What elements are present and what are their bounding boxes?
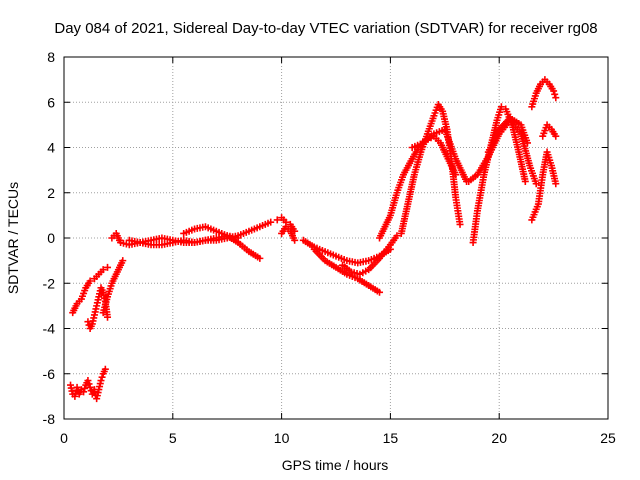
data-point — [552, 180, 560, 188]
data-point — [291, 236, 299, 244]
x-tick-label: 15 — [383, 430, 399, 446]
y-tick-label: 0 — [47, 230, 55, 246]
series-arc-3 — [69, 263, 112, 317]
x-tick-label: 0 — [60, 430, 68, 446]
data-point — [85, 380, 93, 388]
data-point — [273, 216, 281, 224]
data-point — [73, 383, 81, 391]
x-axis-label: GPS time / hours — [282, 457, 389, 473]
data-point — [84, 377, 92, 385]
data-point — [80, 388, 88, 396]
data-point — [393, 232, 401, 240]
series-arc-5 — [99, 257, 127, 317]
series-arc-1 — [67, 377, 98, 400]
y-tick-label: 4 — [47, 140, 55, 156]
axis-ticks: 0 5 10 15 20 25 -8 -6 -4 -2 0 2 4 6 8 — [43, 49, 616, 446]
data-point — [81, 384, 89, 392]
data-point — [552, 132, 560, 140]
data-point — [97, 377, 105, 385]
data-point — [101, 365, 109, 373]
data-points — [67, 76, 560, 403]
data-point — [86, 383, 94, 391]
series-arc-16 — [408, 125, 471, 185]
series-arc-14 — [376, 132, 460, 242]
data-point — [550, 87, 558, 95]
data-point — [119, 257, 127, 265]
data-point — [376, 288, 384, 296]
series-arc-20 — [528, 148, 560, 224]
series-arc-22 — [539, 121, 560, 140]
y-tick-label: -6 — [43, 366, 56, 382]
data-point — [104, 313, 112, 321]
y-tick-label: 6 — [47, 94, 55, 110]
series-arc-12 — [310, 245, 384, 296]
series-arc-2 — [90, 365, 109, 403]
y-tick-label: 2 — [47, 185, 55, 201]
x-tick-label: 20 — [491, 430, 507, 446]
y-tick-label: 8 — [47, 49, 55, 65]
data-point — [456, 220, 464, 228]
series-arc-13 — [339, 232, 401, 278]
series-arc-9 — [273, 214, 299, 235]
data-point — [523, 139, 531, 147]
data-point — [104, 263, 112, 271]
x-tick-label: 25 — [600, 430, 616, 446]
series-arc-7 — [125, 218, 275, 247]
series-arc-21 — [528, 76, 560, 111]
data-point — [98, 373, 106, 381]
data-point — [521, 177, 529, 185]
x-tick-label: 5 — [169, 430, 177, 446]
series-arc-10 — [278, 223, 299, 244]
y-tick-label: -2 — [43, 275, 56, 291]
data-point — [86, 277, 94, 285]
data-point — [532, 180, 540, 188]
chart-title: Day 084 of 2021, Sidereal Day-to-day VTE… — [54, 20, 597, 37]
data-point — [497, 103, 505, 111]
series-arc-19 — [484, 114, 531, 156]
series-arc-8 — [180, 223, 264, 262]
data-point — [551, 90, 559, 98]
data-point — [99, 266, 107, 274]
data-point — [552, 94, 560, 102]
y-axis-label: SDTVAR / TECUs — [5, 182, 21, 294]
y-tick-label: -4 — [43, 321, 56, 337]
data-point — [256, 254, 264, 262]
data-point — [267, 218, 275, 226]
x-tick-label: 10 — [274, 430, 290, 446]
y-tick-label: -8 — [43, 411, 56, 427]
